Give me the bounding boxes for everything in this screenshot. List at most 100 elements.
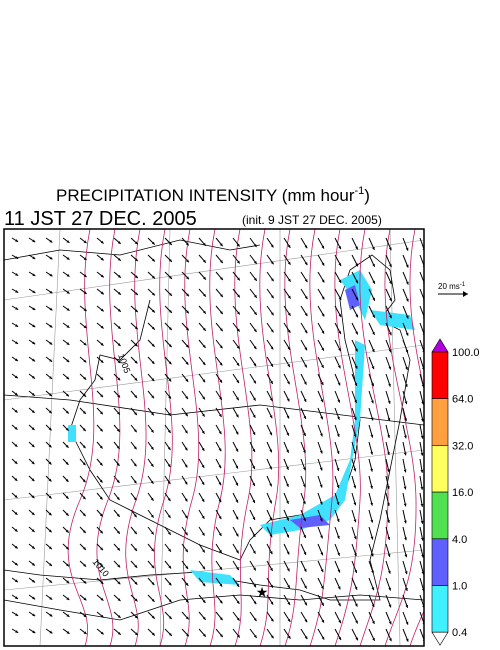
wind-arrow-head [49,239,53,243]
wind-arrow-head [66,240,70,243]
wind-arrow-head [32,290,36,293]
wind-arrow-head [388,247,392,251]
wind-arrow-head [353,451,357,455]
wind-arrow-head [236,311,240,315]
wind-arrow-head [253,260,257,264]
wind-arrow-head [321,347,324,351]
wind-arrow-head [269,500,272,504]
wind-arrow-head [168,242,172,246]
isobar [334,229,361,646]
wind-arrow-head [269,534,273,538]
wind-arrow-head [218,465,222,469]
wind-arrow-head [287,261,291,265]
wind-arrow-head [184,498,188,502]
wind-arrow-head [336,518,340,522]
wind-arrow-head [304,279,308,283]
wind-arrow-head [66,597,70,600]
wind-arrow-head [389,298,392,302]
wind-arrow-head [304,585,307,589]
wind-arrow-head [14,477,18,481]
wind-arrow-head [252,516,256,520]
wind-arrow-head [202,327,206,331]
wind-arrow-head [184,464,188,468]
wind-arrow-head [48,546,52,550]
wind-arrow-head [319,518,323,522]
map: 1005 1010 ★ [4,229,424,646]
wind-arrow-head [100,240,104,244]
wind-arrow-head [117,274,121,278]
latitude-lines [4,239,424,591]
wind-arrow-head [319,501,323,505]
wind-arrow-head [83,376,87,380]
wind-arrow [419,288,424,301]
wind-arrow-head [389,264,392,268]
wind-arrow-head [270,329,274,333]
wind-arrow-head [404,571,408,575]
colorbar-label: 100.0 [452,347,480,359]
wind-arrow-head [100,394,104,398]
wind-arrow-head [66,273,70,277]
wind-arrow-head [235,533,239,537]
longitude-lines [39,229,401,646]
wind-arrow-head [49,324,53,328]
wind-arrow-head [337,382,341,386]
wind-arrow-head [303,381,307,385]
wind-arrow-head [403,452,407,456]
wind-arrow-head [133,531,137,535]
wind-arrow-head [286,449,289,453]
wind-arrow-head [304,262,308,266]
wind-arrow-head [117,308,121,312]
wind-arrow-head [336,468,340,471]
wind-arrow-head [168,378,172,382]
wind-arrow-head [269,398,273,402]
colorbar-bin [431,445,449,493]
wind-arrow-head [287,602,291,606]
wind-arrow-head [320,416,323,420]
wind-arrow-head [185,242,189,246]
wind-arrow-head [169,292,172,296]
wind-arrow-head [270,261,274,265]
wind-arrow-head [320,433,323,437]
wind-arrow-head [134,326,138,330]
title-end: ) [364,186,370,205]
wind-arrow-head [14,528,18,532]
wind-arrow-head [321,296,325,300]
wind-arrow-head [388,332,392,336]
wind-arrow-head [117,411,120,415]
wind-arrow-head [387,553,391,557]
wind-arrow-head [235,499,239,503]
wind-arrow-head [202,600,206,603]
wind-arrow-head [405,621,409,625]
wind-arrow-head [185,565,189,569]
wind-arrow-head [370,553,374,557]
wind-arrow-head [370,451,374,455]
wind-arrow-head [65,478,69,482]
wind-arrow-head [201,481,205,485]
wind-arrow-head [203,310,206,314]
wind-arrow-head [134,581,138,585]
wind-arrow-head [82,513,86,517]
wind-arrow-head [168,361,172,365]
wind-arrow-head [117,581,121,585]
wind-arrow-head [303,535,306,539]
wind-arrow-head [353,417,357,421]
wind-arrow-head [185,361,189,365]
wind-arrow-head [370,417,374,421]
wind-arrow-head [82,496,86,500]
wind-arrow [419,254,424,267]
wind-arrow-head [168,548,171,552]
wind-arrow-head [354,365,358,369]
wind-arrow-head [117,598,121,602]
wind-arrow-head [151,548,154,552]
wind-arrow-head [338,636,342,640]
wind-arrow-head [185,549,188,553]
wind-arrow-head [321,313,325,317]
wind-arrow-head [168,616,172,620]
wind-arrow-head [270,618,274,622]
colorbar-top [431,338,449,353]
wind-arrow-head [185,616,189,620]
wind-arrow-head [236,328,240,332]
wind-arrow-head [15,290,19,293]
wind-arrow-head [354,400,357,404]
wind-arrow-head [185,327,189,331]
